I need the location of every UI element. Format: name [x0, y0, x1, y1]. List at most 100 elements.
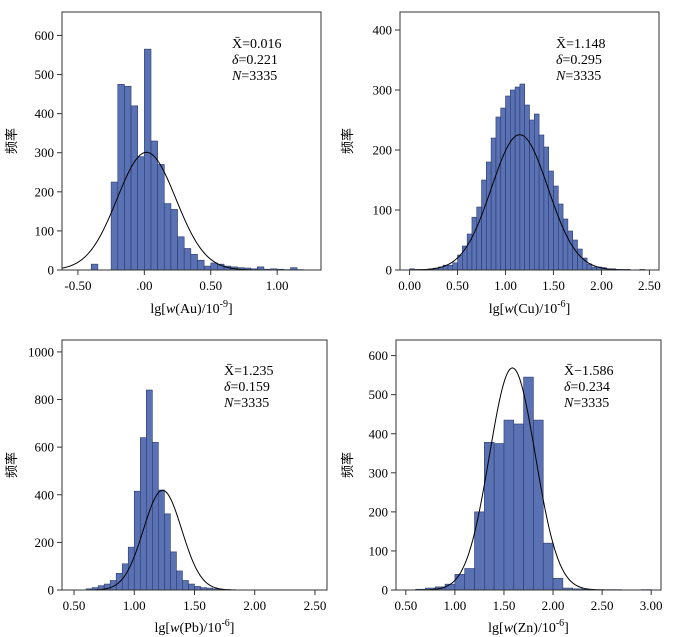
stat-sd-symbol: δ — [224, 380, 231, 395]
x-axis-label-exponent: -6 — [556, 618, 564, 629]
histogram-bar — [164, 513, 171, 591]
y-tick-label: 200 — [369, 504, 389, 519]
histogram-bar — [542, 542, 554, 591]
stat-sd: δ=0.234 — [564, 380, 610, 395]
y-tick-label: 100 — [35, 223, 55, 238]
stat-n: N=3335 — [223, 396, 269, 411]
x-tick-label: 0.50 — [394, 598, 417, 613]
y-tick-label: 300 — [35, 145, 55, 160]
histogram-bar — [474, 511, 485, 591]
y-tick-label: 400 — [369, 426, 389, 441]
histogram-bar — [557, 203, 564, 271]
histogram-bar — [152, 442, 159, 591]
histogram-bar — [500, 107, 506, 271]
y-tick-label: 0 — [48, 263, 55, 278]
y-axis-label: 频率 — [340, 128, 356, 154]
x-axis-label-suffix: ] — [230, 621, 235, 636]
x-axis-label: lg[w(Pb)/10-6] — [155, 618, 235, 636]
histogram-bar — [510, 89, 516, 271]
y-tick-label: 200 — [35, 184, 55, 199]
x-axis-label-suffix: ] — [564, 621, 569, 636]
y-tick-label: 600 — [35, 440, 55, 455]
y-tick-label: 400 — [35, 106, 55, 121]
histogram-bar — [130, 105, 139, 271]
histogram-bar — [454, 574, 466, 591]
histogram-bar — [505, 95, 511, 271]
histogram-bar — [562, 218, 569, 271]
stat-sd-symbol: δ — [232, 53, 239, 68]
x-axis-label-variable: w — [166, 302, 176, 317]
histogram-bar — [495, 116, 502, 271]
x-axis-label-exponent: -6 — [557, 299, 565, 310]
histogram-bar — [513, 423, 524, 591]
histogram-bar — [471, 216, 478, 271]
x-axis-label-exponent: -6 — [221, 618, 229, 629]
x-axis-label-variable: w — [504, 302, 514, 317]
histogram-bar — [137, 156, 145, 271]
x-tick-label: 2.50 — [304, 598, 327, 613]
y-tick-label: 500 — [35, 67, 55, 82]
stat-sd-value: =0.159 — [231, 380, 270, 395]
histogram-bar — [548, 170, 554, 271]
x-tick-label: .00 — [136, 278, 152, 293]
histogram-bar — [150, 140, 158, 271]
histogram-bar — [514, 86, 521, 271]
histogram-bar — [533, 419, 544, 591]
y-axis-label: 频率 — [4, 452, 20, 478]
histogram-bar — [481, 179, 487, 271]
plot-frame — [61, 11, 322, 271]
histogram-bar — [552, 577, 564, 591]
stat-n: N=3335 — [231, 69, 277, 84]
stat-mean: X̄=0.016 — [232, 36, 282, 52]
x-axis-label-prefix: lg[ — [155, 621, 171, 636]
histogram-bar — [146, 389, 153, 591]
histogram-bar — [158, 489, 165, 591]
histogram-bar — [452, 262, 458, 271]
stat-sd: δ=0.295 — [556, 53, 602, 68]
x-tick-label: 0.50 — [446, 278, 469, 293]
x-axis-label-prefix: lg[ — [488, 621, 504, 636]
histogram-bar — [170, 209, 178, 271]
y-tick-label: 0 — [48, 583, 55, 598]
y-tick-label: 300 — [369, 465, 389, 480]
stat-n-value: =3335 — [565, 69, 601, 84]
histogram-bar — [176, 570, 183, 591]
plot-frame — [395, 339, 662, 591]
histogram-bar — [464, 568, 475, 591]
x-tick-label: 0.50 — [199, 278, 222, 293]
histogram-bar — [524, 104, 530, 271]
histogram-bar — [144, 48, 152, 271]
y-tick-label: 0 — [386, 263, 393, 278]
stat-sd-value: =0.234 — [571, 380, 610, 395]
x-axis-label-prefix: lg[ — [150, 302, 166, 317]
histogram-bar — [190, 254, 198, 271]
stat-mean: X̄=1.148 — [556, 36, 606, 52]
histogram-bar — [110, 181, 119, 271]
histogram-bar — [523, 376, 534, 591]
x-axis-label-variable: w — [170, 621, 180, 636]
x-tick-label: 1.00 — [494, 278, 517, 293]
histogram-bar — [183, 248, 192, 271]
histogram-bar — [493, 443, 505, 591]
histogram-bar — [533, 113, 540, 271]
stat-sd-value: =0.295 — [563, 53, 602, 68]
y-tick-label: 100 — [373, 203, 393, 218]
x-tick-label: 1.50 — [542, 278, 565, 293]
y-tick-label: 0 — [382, 583, 389, 598]
y-axis-label: 频率 — [340, 452, 356, 478]
histogram-bar — [203, 265, 212, 271]
stat-n-symbol: N — [223, 396, 234, 411]
stat-mean: X̄−1.586 — [564, 363, 614, 379]
x-axis-label: lg[w(Cu)/10-6] — [489, 299, 570, 317]
histogram-panel-2: 0 100 200 300 400 0.00 0.50 1.00 1.50 2.00 2.50 lg[… — [340, 11, 661, 317]
x-tick-label: 2.00 — [590, 278, 613, 293]
histogram-bar — [490, 137, 497, 271]
histogram-bar — [210, 262, 218, 271]
histogram-bar — [117, 84, 125, 271]
histogram-bar — [486, 161, 492, 271]
x-tick-label: 1.50 — [183, 598, 206, 613]
x-axis-label: lg[w(Zn)/10-6] — [488, 618, 569, 636]
stat-sd: δ=0.221 — [232, 53, 278, 68]
y-tick-label: 200 — [373, 143, 393, 158]
